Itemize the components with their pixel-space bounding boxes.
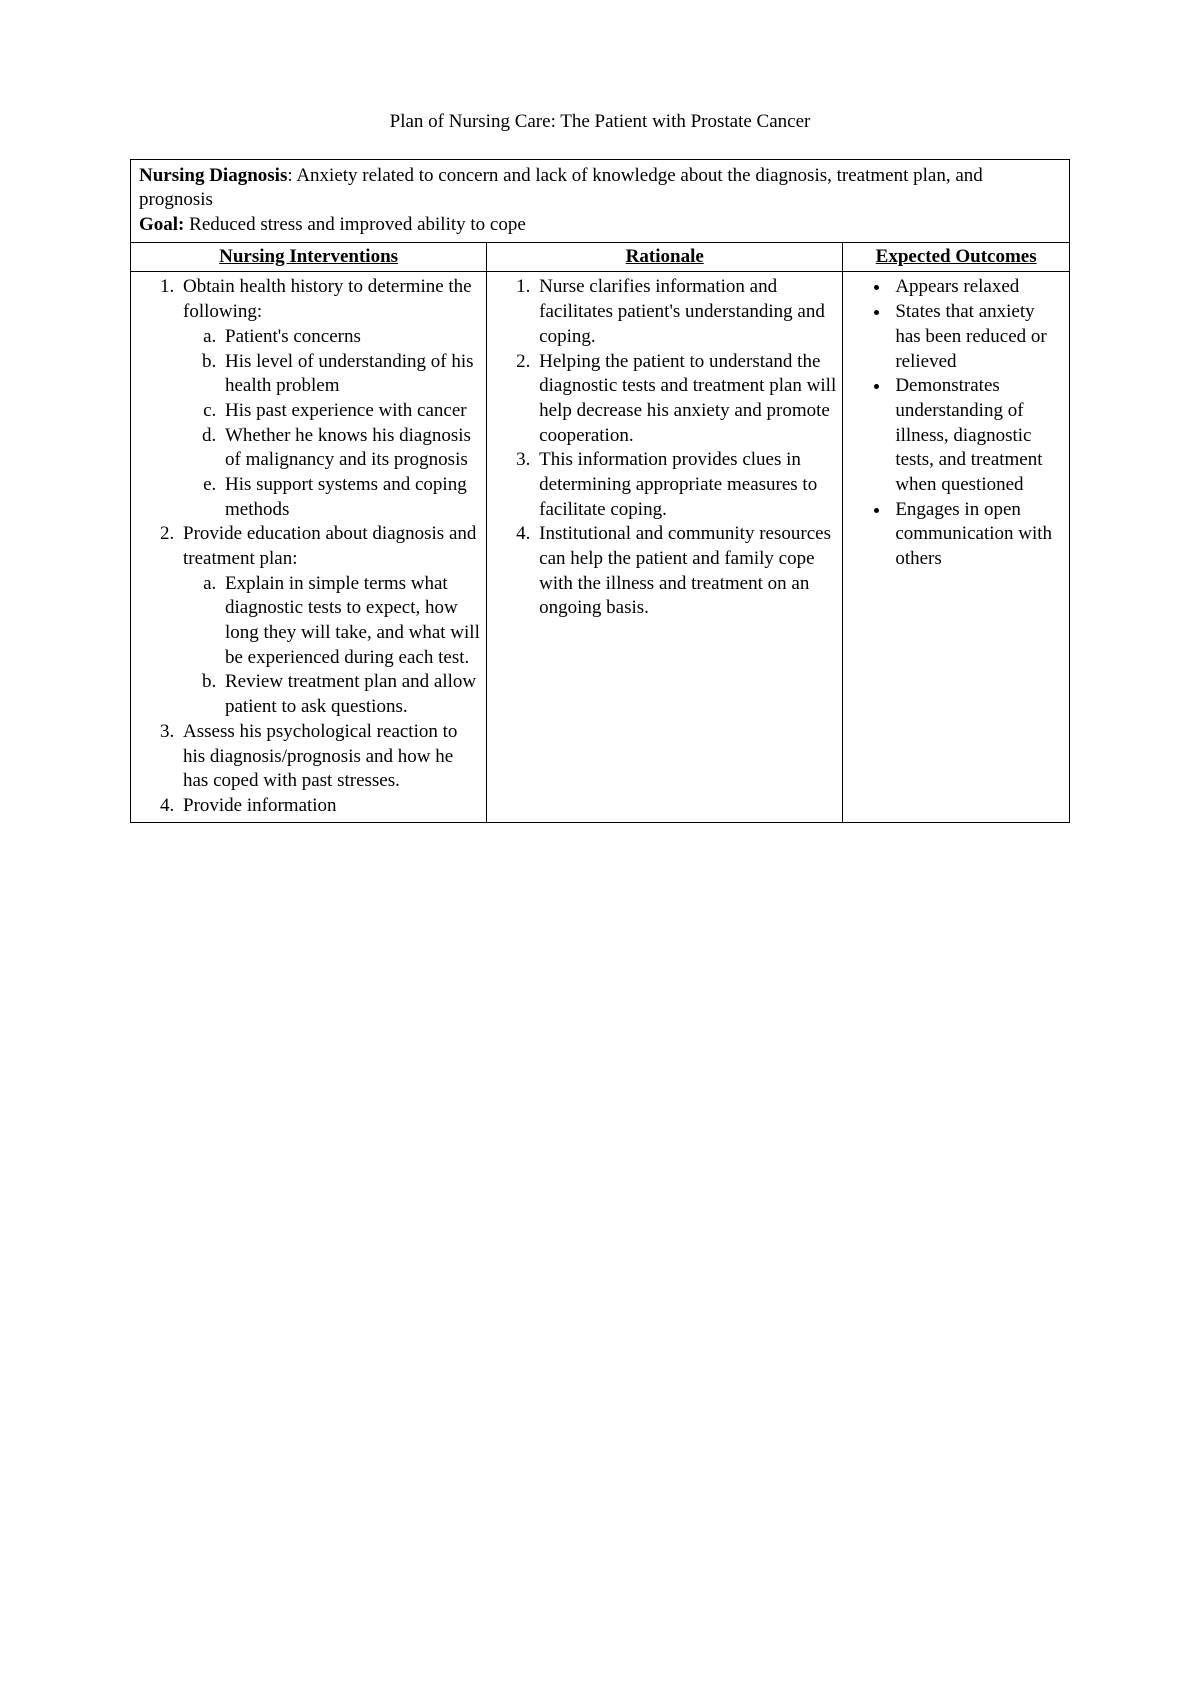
diagnosis-label: Nursing Diagnosis	[139, 165, 287, 186]
rationale-cell: Nurse clarifies information and facilita…	[487, 272, 843, 822]
list-item: This information provides clues in deter…	[535, 448, 836, 522]
item-text: Provide education about diagnosis and tr…	[183, 523, 476, 569]
list-item: Review treatment plan and allow patient …	[221, 670, 480, 719]
list-item: Explain in simple terms what diagnostic …	[221, 572, 480, 671]
sub-list: Patient's concerns His level of understa…	[183, 325, 480, 523]
header-rationale: Rationale	[487, 242, 843, 272]
list-item: Whether he knows his diagnosis of malign…	[221, 424, 480, 473]
list-item: Nurse clarifies information and facilita…	[535, 275, 836, 349]
diagnosis-cell: Nursing Diagnosis: Anxiety related to co…	[131, 159, 1070, 242]
goal-label: Goal:	[139, 214, 184, 235]
page-title: Plan of Nursing Care: The Patient with P…	[130, 110, 1070, 135]
document-page: Plan of Nursing Care: The Patient with P…	[0, 0, 1200, 863]
sub-list: Explain in simple terms what diagnostic …	[183, 572, 480, 720]
goal-text: Reduced stress and improved ability to c…	[184, 214, 525, 235]
list-item: Helping the patient to understand the di…	[535, 350, 836, 449]
interventions-cell: Obtain health history to determine the f…	[131, 272, 487, 822]
list-item: Assess his psychological reaction to his…	[179, 720, 480, 794]
list-item: Obtain health history to determine the f…	[179, 275, 480, 522]
content-row: Obtain health history to determine the f…	[131, 272, 1070, 822]
list-item: Institutional and community resources ca…	[535, 522, 836, 621]
list-item: His level of understanding of his health…	[221, 350, 480, 399]
list-item: Provide education about diagnosis and tr…	[179, 522, 480, 720]
outcomes-cell: Appears relaxed States that anxiety has …	[843, 272, 1070, 822]
header-row: Nursing Interventions Rationale Expected…	[131, 242, 1070, 272]
care-plan-table: Nursing Diagnosis: Anxiety related to co…	[130, 159, 1070, 823]
list-item: Engages in open communication with other…	[891, 498, 1063, 572]
list-item: His past experience with cancer	[221, 399, 480, 424]
rationale-list: Nurse clarifies information and facilita…	[493, 275, 836, 621]
item-text: Obtain health history to determine the f…	[183, 276, 472, 322]
list-item: Demonstrates understanding of illness, d…	[891, 374, 1063, 497]
diagnosis-row: Nursing Diagnosis: Anxiety related to co…	[131, 159, 1070, 242]
outcomes-list: Appears relaxed States that anxiety has …	[849, 275, 1063, 571]
interventions-list: Obtain health history to determine the f…	[137, 275, 480, 818]
list-item: Patient's concerns	[221, 325, 480, 350]
list-item: States that anxiety has been reduced or …	[891, 300, 1063, 374]
header-outcomes: Expected Outcomes	[843, 242, 1070, 272]
list-item: Appears relaxed	[891, 275, 1063, 300]
list-item: His support systems and coping methods	[221, 473, 480, 522]
list-item: Provide information	[179, 794, 480, 819]
header-interventions: Nursing Interventions	[131, 242, 487, 272]
